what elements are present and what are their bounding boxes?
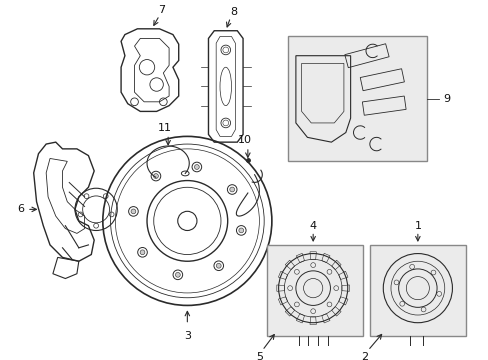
Circle shape — [153, 174, 158, 179]
Text: 9: 9 — [442, 94, 449, 104]
Circle shape — [140, 250, 144, 255]
Text: 7: 7 — [158, 5, 164, 15]
Circle shape — [131, 209, 136, 214]
Text: 11: 11 — [158, 123, 172, 133]
Text: 2: 2 — [361, 352, 368, 360]
Circle shape — [216, 264, 221, 268]
Circle shape — [229, 187, 234, 192]
Text: 5: 5 — [255, 352, 263, 360]
Text: 3: 3 — [183, 331, 190, 341]
Circle shape — [238, 228, 243, 233]
Text: 4: 4 — [309, 221, 316, 231]
Text: 6: 6 — [18, 204, 25, 214]
FancyBboxPatch shape — [266, 245, 363, 336]
Circle shape — [194, 165, 199, 170]
Text: 1: 1 — [413, 221, 421, 231]
Text: 8: 8 — [229, 6, 237, 17]
FancyBboxPatch shape — [369, 245, 465, 336]
Text: 10: 10 — [238, 135, 251, 145]
Circle shape — [175, 273, 180, 277]
FancyBboxPatch shape — [287, 36, 427, 161]
